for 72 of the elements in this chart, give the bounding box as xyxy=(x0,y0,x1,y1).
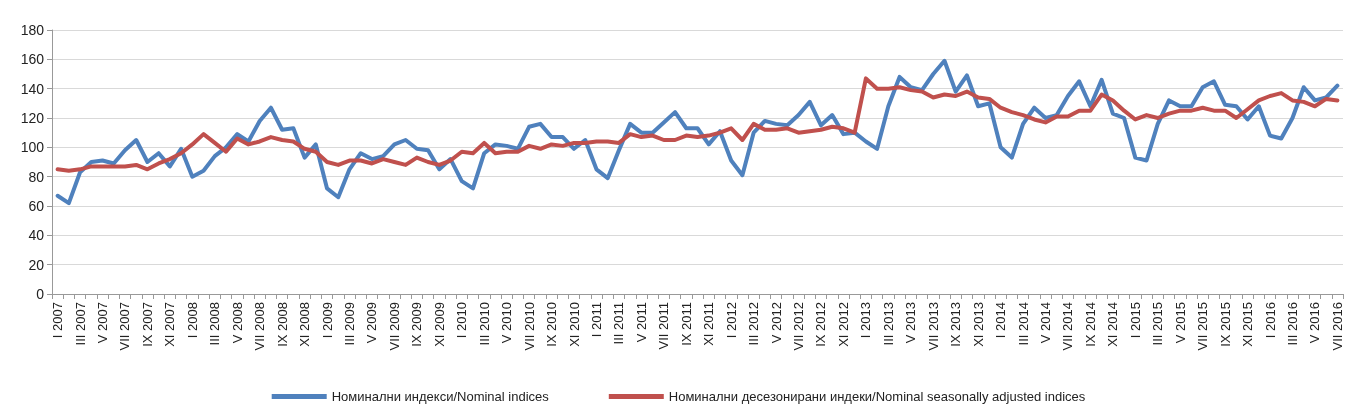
y-tick-label: 180 xyxy=(20,22,45,38)
legend-label: Номинални индекси/Nominal indices xyxy=(331,389,550,404)
y-tick-label: 140 xyxy=(20,80,45,97)
x-tick-label: IX 2013 xyxy=(948,302,964,347)
x-tick-label: I 2009 xyxy=(319,302,335,339)
x-tick-label: IX 2010 xyxy=(544,302,560,347)
x-tick-label: V 2014 xyxy=(1038,302,1054,344)
x-tick-label: XI 2010 xyxy=(566,302,582,347)
x-tick-label: I 2008 xyxy=(184,302,200,339)
x-tick-label: III 2009 xyxy=(341,302,357,346)
x-tick-label: VII 2015 xyxy=(1195,302,1211,351)
y-tick-label: 20 xyxy=(28,256,45,273)
x-tick-label: IX 2007 xyxy=(139,302,155,347)
x-tick-label: V 2013 xyxy=(903,302,919,344)
x-tick-label: IX 2015 xyxy=(1217,302,1233,347)
x-tick-label: VII 2013 xyxy=(925,302,941,351)
x-tick-label: V 2011 xyxy=(633,302,649,343)
x-tick-label: I 2013 xyxy=(858,302,874,339)
x-tick-label: IX 2008 xyxy=(274,302,290,347)
x-tick-label: III 2008 xyxy=(207,302,223,346)
x-tick-label: IX 2012 xyxy=(813,302,829,347)
x-tick-label: V 2009 xyxy=(364,302,380,344)
x-tick-label: XI 2007 xyxy=(162,302,178,347)
y-tick-label: 0 xyxy=(36,286,45,302)
x-tick-label: I 2016 xyxy=(1262,302,1278,339)
line-series xyxy=(55,58,1340,206)
x-tick-label: VII 2016 xyxy=(1329,302,1345,351)
x-tick-label: III 2012 xyxy=(746,302,762,346)
x-tick-label: III 2013 xyxy=(880,302,896,346)
y-tick-label: 100 xyxy=(20,139,45,156)
x-tick-label: I 2014 xyxy=(993,302,1009,339)
x-tick-label: I 2012 xyxy=(723,302,739,339)
x-tick-label: V 2016 xyxy=(1307,302,1323,344)
x-tick-label: I 2010 xyxy=(454,302,470,339)
x-tick-label: III 2007 xyxy=(72,302,88,346)
line-series xyxy=(55,76,1340,173)
x-tick-label: V 2007 xyxy=(95,302,111,344)
x-tick-label: XI 2011 xyxy=(701,302,717,346)
x-tick-label: V 2010 xyxy=(499,302,515,344)
x-tick-label: VII 2012 xyxy=(791,302,807,351)
legend-label: Номинални десезонирани индеки/Nominal seasonally adjusted indices xyxy=(668,389,1086,404)
y-tick-label: 80 xyxy=(28,168,45,185)
x-tick-label: XI 2013 xyxy=(970,302,986,347)
x-tick-label: III 2010 xyxy=(476,302,492,346)
x-tick-label: VII 2008 xyxy=(252,302,268,351)
x-tick-label: V 2012 xyxy=(768,302,784,344)
x-tick-label: III 2011 xyxy=(611,302,627,345)
x-tick-label: I 2007 xyxy=(50,302,66,339)
x-tick-label: XI 2012 xyxy=(835,302,851,347)
y-tick-label: 120 xyxy=(20,110,45,126)
x-tick-label: IX 2014 xyxy=(1082,302,1098,347)
x-tick-label: IX 2009 xyxy=(409,302,425,347)
x-tick-label: III 2016 xyxy=(1284,302,1300,346)
x-tick-label: I 2015 xyxy=(1127,302,1143,339)
x-tick-label: V 2015 xyxy=(1172,302,1188,344)
x-tick-label: III 2015 xyxy=(1150,302,1166,346)
x-tick-label: VII 2007 xyxy=(117,302,133,351)
y-tick-label: 60 xyxy=(28,198,45,214)
x-tick-label: XI 2015 xyxy=(1240,302,1256,347)
x-tick-label: VII 2011 xyxy=(656,302,672,350)
x-tick-label: IX 2011 xyxy=(678,302,694,346)
x-tick-label: VII 2009 xyxy=(386,302,402,351)
y-tick-label: 160 xyxy=(20,51,45,68)
x-tick-label: I 2011 xyxy=(588,302,604,338)
x-tick-label: XI 2008 xyxy=(297,302,313,347)
y-tick-label: 40 xyxy=(28,227,45,244)
x-tick-label: III 2014 xyxy=(1015,302,1031,346)
x-tick-label: VII 2010 xyxy=(521,302,537,351)
x-tick-label: XI 2009 xyxy=(431,302,447,347)
x-tick-label: VII 2014 xyxy=(1060,302,1076,351)
x-tick-label: V 2008 xyxy=(229,302,245,344)
x-tick-label: XI 2014 xyxy=(1105,302,1121,347)
